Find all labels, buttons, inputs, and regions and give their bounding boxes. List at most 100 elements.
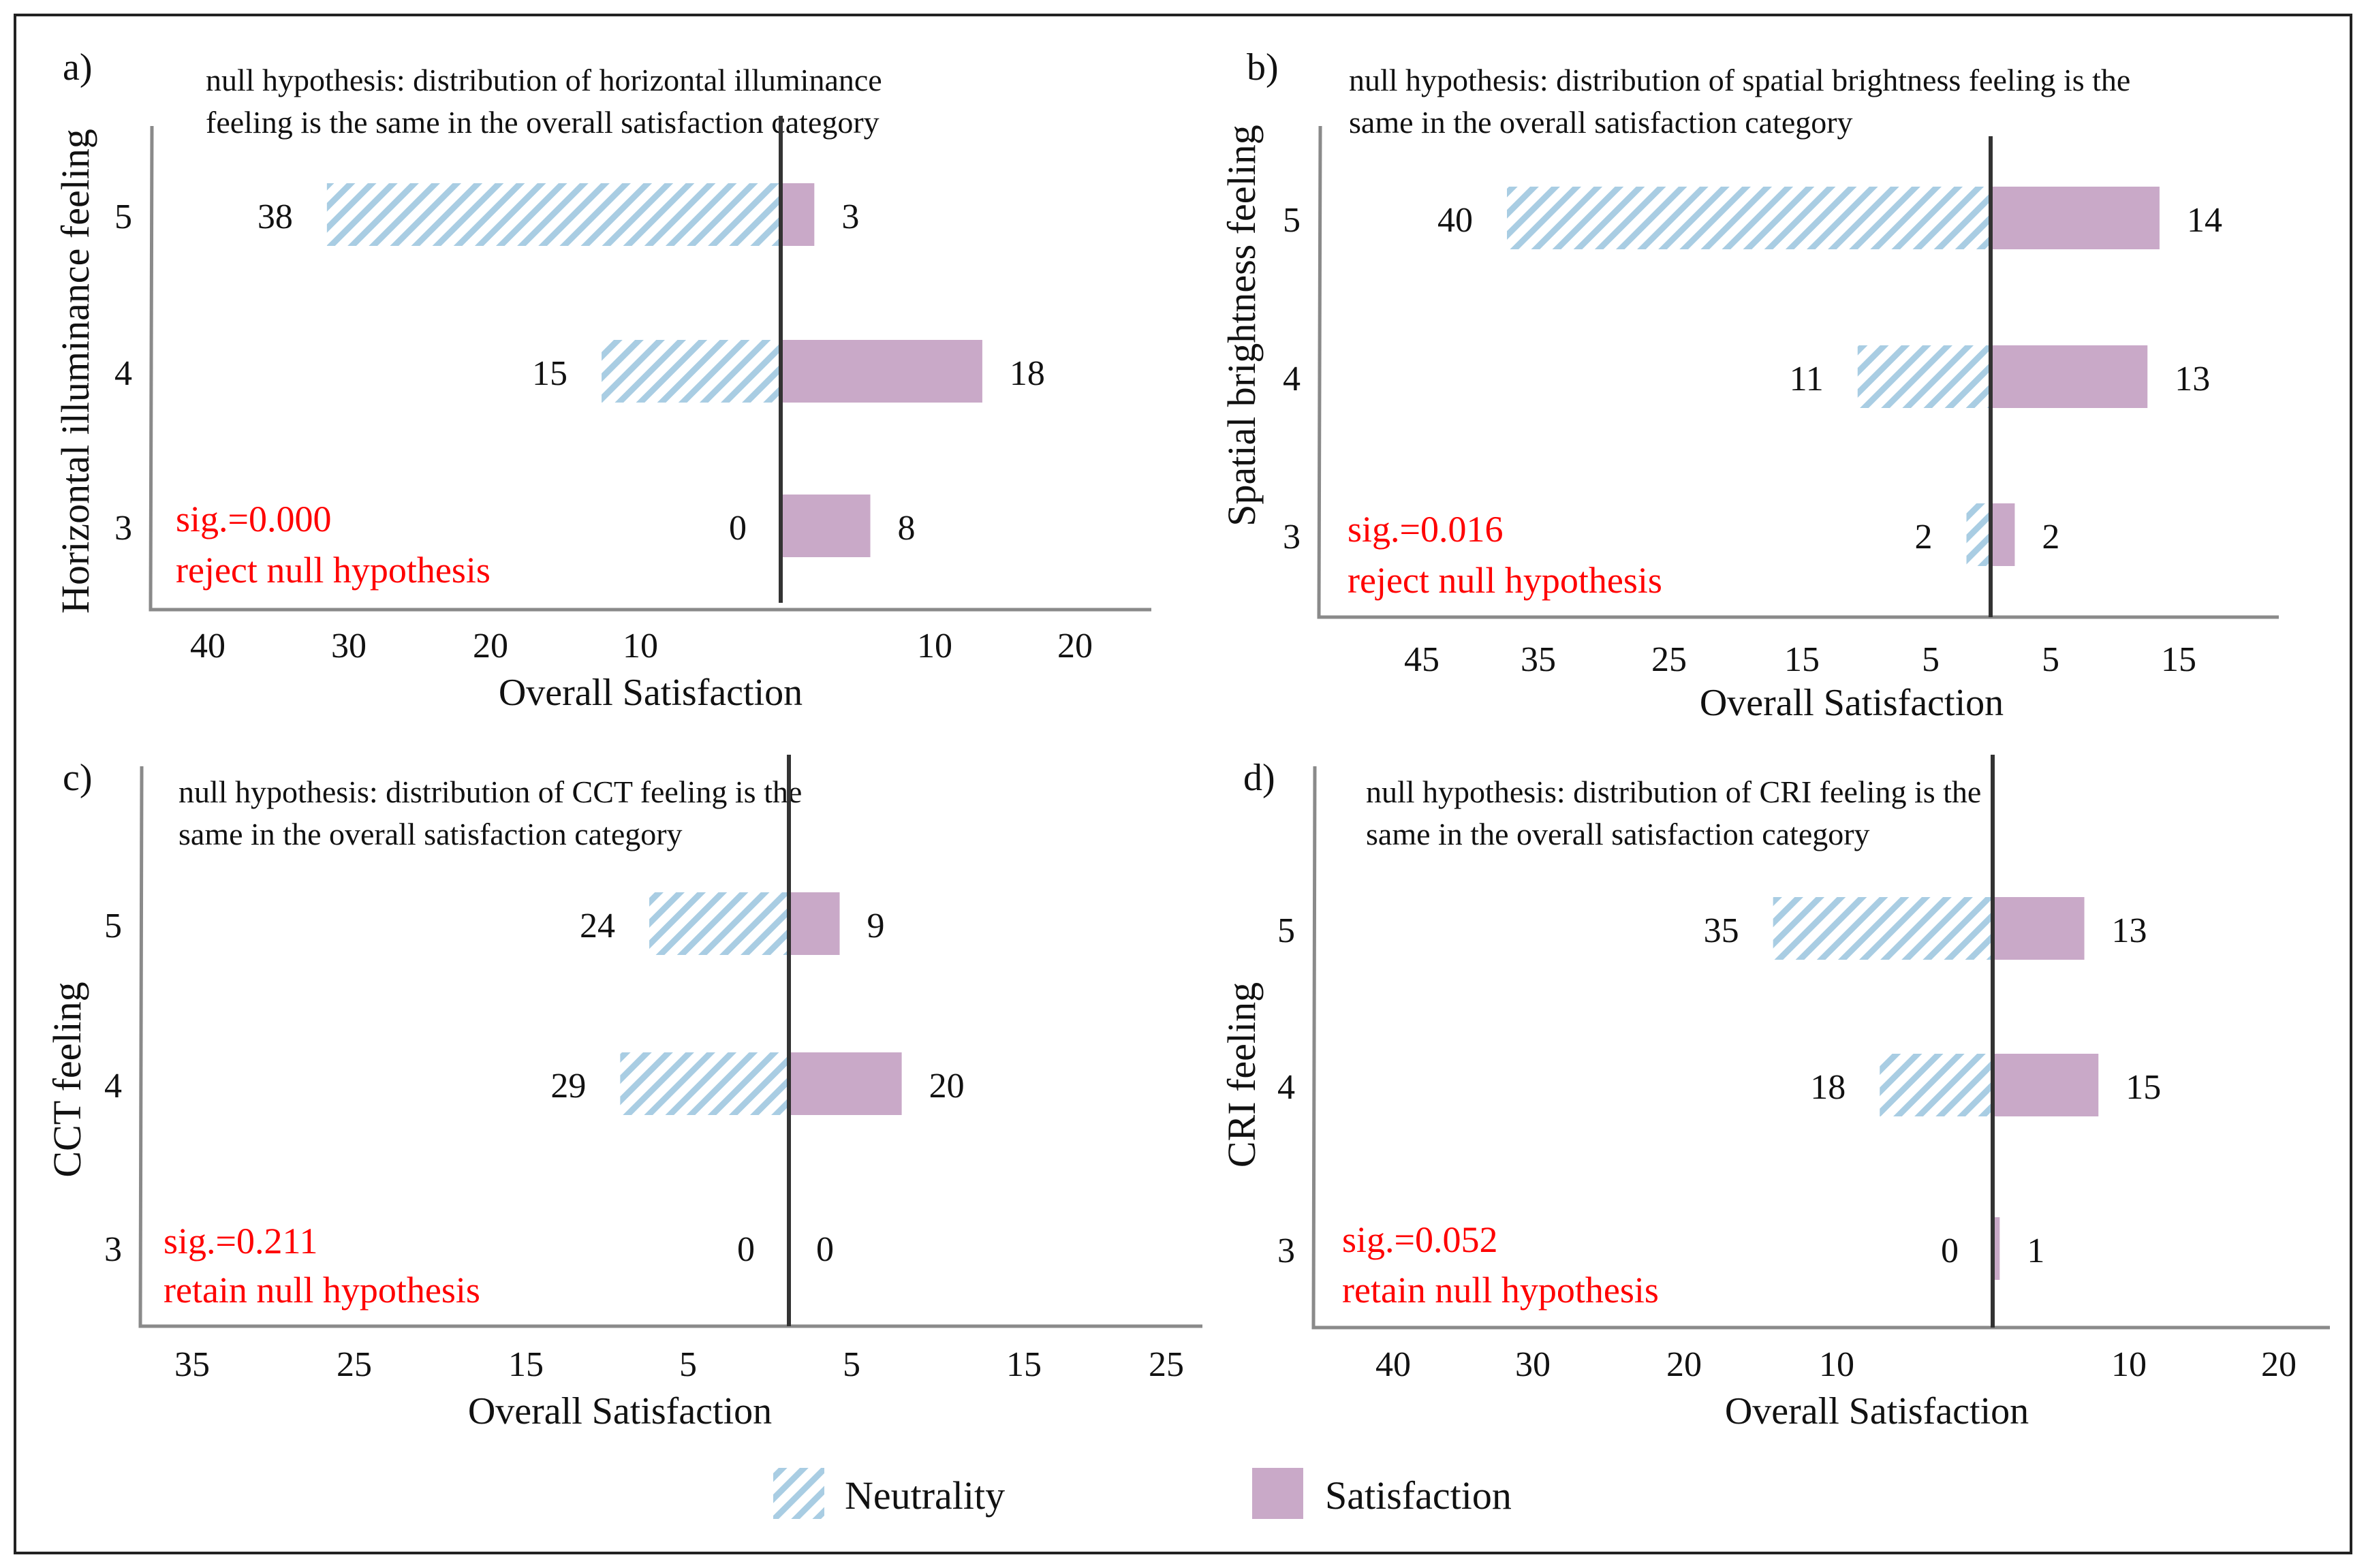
x-tick-label: 20 [473, 627, 508, 665]
bar-neutrality [1773, 897, 1993, 960]
panel-label: a) [63, 46, 93, 89]
chart-panel-b: b) null hypothesis: distribution of spati… [1219, 46, 2279, 724]
x-tick-label: 20 [1666, 1345, 1702, 1384]
bar-neutrality [1507, 187, 1991, 249]
x-tick-label: 5 [843, 1345, 860, 1384]
x-tick-label: 25 [1651, 640, 1687, 679]
legend-satisfaction-swatch [1252, 1468, 1303, 1519]
bar-satisfaction [1993, 1217, 2000, 1280]
figure-border [14, 14, 2352, 1554]
y-tick-label: 4 [1277, 1068, 1295, 1107]
hypothesis-decision: retain null hypothesis [1342, 1270, 1659, 1311]
x-tick-label: 30 [331, 627, 367, 665]
data-label-neutrality: 11 [1790, 360, 1824, 398]
x-tick-label: 40 [1375, 1345, 1411, 1384]
panel-label: d) [1243, 757, 1275, 799]
x-tick-label: 45 [1404, 640, 1439, 679]
data-label-neutrality: 2 [1915, 518, 1933, 556]
x-tick-label: 10 [623, 627, 658, 665]
axis-frame [1317, 125, 2279, 619]
data-label-satisfaction: 3 [841, 198, 859, 236]
data-label-satisfaction: 8 [898, 509, 916, 548]
data-label-satisfaction: 1 [2027, 1232, 2044, 1270]
bar-satisfaction [781, 183, 815, 246]
bar-satisfaction [781, 495, 871, 557]
panel-label: c) [63, 757, 93, 799]
data-label-neutrality: 0 [737, 1230, 755, 1269]
data-label-satisfaction: 13 [2112, 911, 2147, 950]
bar-neutrality [1880, 1054, 1993, 1116]
x-tick-label: 5 [2042, 640, 2059, 679]
hypothesis-decision: retain null hypothesis [164, 1270, 480, 1311]
legend: Neutrality Satisfaction [773, 1468, 1512, 1519]
bar-neutrality [326, 183, 781, 246]
bar-satisfaction [1991, 503, 2015, 566]
data-label-neutrality: 18 [1810, 1068, 1846, 1107]
chart-title-line-2: same in the overall satisfaction categor… [178, 817, 683, 851]
y-axis-label: Spatial brightness feeling [1219, 125, 1264, 527]
data-label-neutrality: 35 [1704, 911, 1739, 950]
data-label-satisfaction: 0 [816, 1230, 834, 1269]
y-tick-label: 3 [1277, 1232, 1295, 1270]
x-tick-label: 5 [1922, 640, 1940, 679]
x-tick-label: 15 [1006, 1345, 1042, 1384]
data-label-satisfaction: 20 [929, 1067, 965, 1106]
y-tick-label: 4 [104, 1067, 122, 1106]
data-label-satisfaction: 18 [1010, 354, 1045, 393]
x-tick-label: 25 [1149, 1345, 1184, 1384]
data-label-neutrality: 38 [258, 198, 293, 236]
panel-label: b) [1247, 46, 1279, 89]
x-tick-label: 15 [2161, 640, 2196, 679]
y-tick-label: 5 [104, 907, 122, 945]
data-label-satisfaction: 9 [867, 907, 885, 945]
bar-neutrality [1966, 503, 1991, 566]
data-label-satisfaction: 14 [2187, 201, 2222, 240]
y-tick-label: 3 [104, 1230, 122, 1269]
x-tick-label: 5 [679, 1345, 697, 1384]
x-axis-label: Overall Satisfaction [468, 1390, 772, 1432]
significance-value: sig.=0.211 [164, 1221, 317, 1261]
bar-neutrality [649, 892, 789, 955]
bar-satisfaction [781, 340, 982, 403]
x-tick-label: 25 [337, 1345, 372, 1384]
data-label-neutrality: 40 [1437, 201, 1473, 240]
x-tick-label: 35 [174, 1345, 210, 1384]
bar-satisfaction [789, 1052, 902, 1115]
significance-value: sig.=0.052 [1342, 1219, 1497, 1260]
y-tick-label: 4 [114, 354, 132, 393]
axis-frame [149, 125, 1151, 612]
x-axis-label: Overall Satisfaction [499, 672, 803, 714]
x-tick-label: 40 [190, 627, 225, 665]
y-tick-label: 4 [1283, 360, 1301, 398]
chart-panel-c: c) null hypothesis: distribution of CCT f… [45, 755, 1202, 1432]
bar-neutrality [620, 1052, 789, 1115]
chart-title-line-2: same in the overall satisfaction categor… [1349, 105, 1853, 140]
data-label-neutrality: 15 [532, 354, 567, 393]
chart-title-line-2: same in the overall satisfaction categor… [1366, 817, 1870, 851]
chart-panel-d: d) null hypothesis: distribution of CRI f… [1219, 755, 2330, 1432]
y-axis-label: CRI feeling [1219, 982, 1264, 1167]
y-tick-label: 3 [1283, 518, 1301, 556]
significance-value: sig.=0.016 [1348, 509, 1503, 550]
x-tick-label: 10 [917, 627, 952, 665]
bar-satisfaction [1993, 1054, 2099, 1116]
y-tick-label: 5 [1283, 201, 1301, 240]
legend-satisfaction-label: Satisfaction [1325, 1473, 1512, 1518]
data-label-neutrality: 29 [550, 1067, 586, 1106]
y-tick-label: 5 [1277, 911, 1295, 950]
legend-neutrality-swatch [773, 1468, 824, 1519]
data-label-satisfaction: 13 [2175, 360, 2210, 398]
chart-panel-a: a) null hypothesis: distribution of horiz… [53, 46, 1151, 714]
chart-title-line-1: null hypothesis: distribution of horizon… [206, 63, 882, 97]
data-label-satisfaction: 2 [2042, 518, 2059, 556]
bar-satisfaction [789, 892, 840, 955]
hypothesis-decision: reject null hypothesis [1348, 560, 1662, 601]
y-axis-label: CCT feeling [45, 982, 89, 1177]
bar-satisfaction [1991, 345, 2148, 408]
x-tick-label: 20 [2261, 1345, 2297, 1384]
significance-value: sig.=0.000 [176, 499, 331, 539]
chart-title-line-1: null hypothesis: distribution of CRI fee… [1366, 774, 1981, 809]
x-axis-label: Overall Satisfaction [1700, 682, 2004, 724]
x-tick-label: 10 [2111, 1345, 2147, 1384]
